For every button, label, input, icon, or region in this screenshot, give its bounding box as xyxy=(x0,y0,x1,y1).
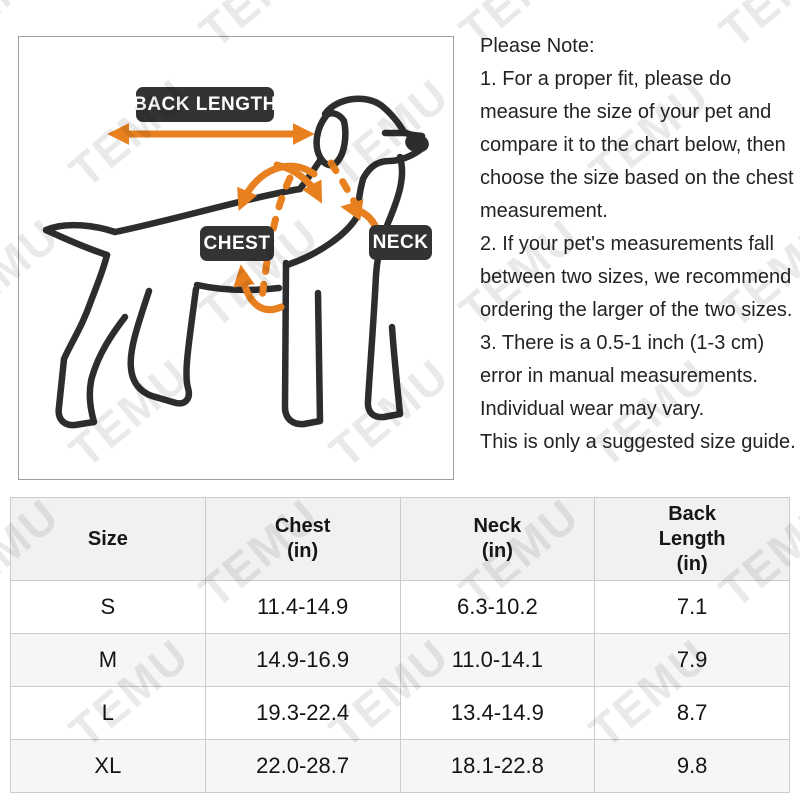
chest-wrap-arrow2-icon xyxy=(273,161,323,204)
table-row: L 19.3-22.4 13.4-14.9 8.7 xyxy=(10,686,790,740)
chest-label: CHEST xyxy=(200,226,274,261)
note-line: between two sizes, we recommend xyxy=(480,266,792,288)
note-line: choose the size based on the chest xyxy=(480,167,794,189)
cell-back-length: 7.1 xyxy=(594,580,790,634)
header-size: Size xyxy=(10,497,206,581)
note-title: Please Note: xyxy=(480,35,595,57)
header-chest: Chest (in) xyxy=(204,497,401,581)
cell-neck: 11.0-14.1 xyxy=(399,633,596,687)
cell-size: M xyxy=(10,633,206,687)
note-line: ordering the larger of the two sizes. xyxy=(480,299,793,321)
chest-under-arrow-icon xyxy=(233,264,285,314)
note-line: error in manual measurements. xyxy=(480,365,758,387)
dog-outline xyxy=(42,95,426,429)
note-line: Individual wear may vary. xyxy=(480,398,705,420)
note-line: compare it to the chart below, then xyxy=(480,134,786,156)
measurement-marks xyxy=(107,123,381,314)
note-line: measurement. xyxy=(480,200,608,222)
cell-size: S xyxy=(10,580,206,634)
cell-back-length: 8.7 xyxy=(594,686,790,740)
cell-back-length: 9.8 xyxy=(594,739,790,793)
table-row: XL 22.0-28.7 18.1-22.8 9.8 xyxy=(10,739,790,793)
neck-label: NECK xyxy=(369,225,432,260)
dog-diagram-illustration xyxy=(42,95,429,429)
measurement-diagram: BACK LENGTH CHEST NECK xyxy=(18,36,454,480)
back-length-label: BACK LENGTH xyxy=(133,87,276,122)
header-neck: Neck (in) xyxy=(399,497,596,581)
note-line: 3. There is a 0.5-1 inch (1-3 cm) xyxy=(480,332,765,354)
cell-neck: 13.4-14.9 xyxy=(399,686,596,740)
cell-neck: 6.3-10.2 xyxy=(399,580,596,634)
note-line: 1. For a proper fit, please do xyxy=(480,68,732,90)
please-note-section: Please Note: 1. For a proper fit, please… xyxy=(480,30,800,459)
cell-back-length: 7.9 xyxy=(594,633,790,687)
table-row: M 14.9-16.9 11.0-14.1 7.9 xyxy=(10,633,790,687)
note-line: measure the size of your pet and xyxy=(480,101,772,123)
size-chart-table: Size Chest (in) Neck (in) Back Length (i… xyxy=(10,497,790,793)
cell-chest: 22.0-28.7 xyxy=(204,739,401,793)
table-header-row: Size Chest (in) Neck (in) Back Length (i… xyxy=(10,497,790,581)
cell-neck: 18.1-22.8 xyxy=(399,739,596,793)
note-line: 2. If your pet's measurements fall xyxy=(480,233,774,255)
cell-chest: 19.3-22.4 xyxy=(204,686,401,740)
chest-girth-dashed-line xyxy=(258,174,294,302)
cell-chest: 11.4-14.9 xyxy=(204,580,401,634)
cell-chest: 14.9-16.9 xyxy=(204,633,401,687)
table-row: S 11.4-14.9 6.3-10.2 7.1 xyxy=(10,580,790,634)
neck-girth-dashed-line xyxy=(327,159,364,217)
header-back-length: Back Length (in) xyxy=(594,497,790,581)
note-line: This is only a suggested size guide. xyxy=(480,431,796,453)
cell-size: L xyxy=(10,686,206,740)
chest-wrap-arrow-icon xyxy=(237,162,318,211)
dog-nose-icon xyxy=(405,133,429,153)
cell-size: XL xyxy=(10,739,206,793)
